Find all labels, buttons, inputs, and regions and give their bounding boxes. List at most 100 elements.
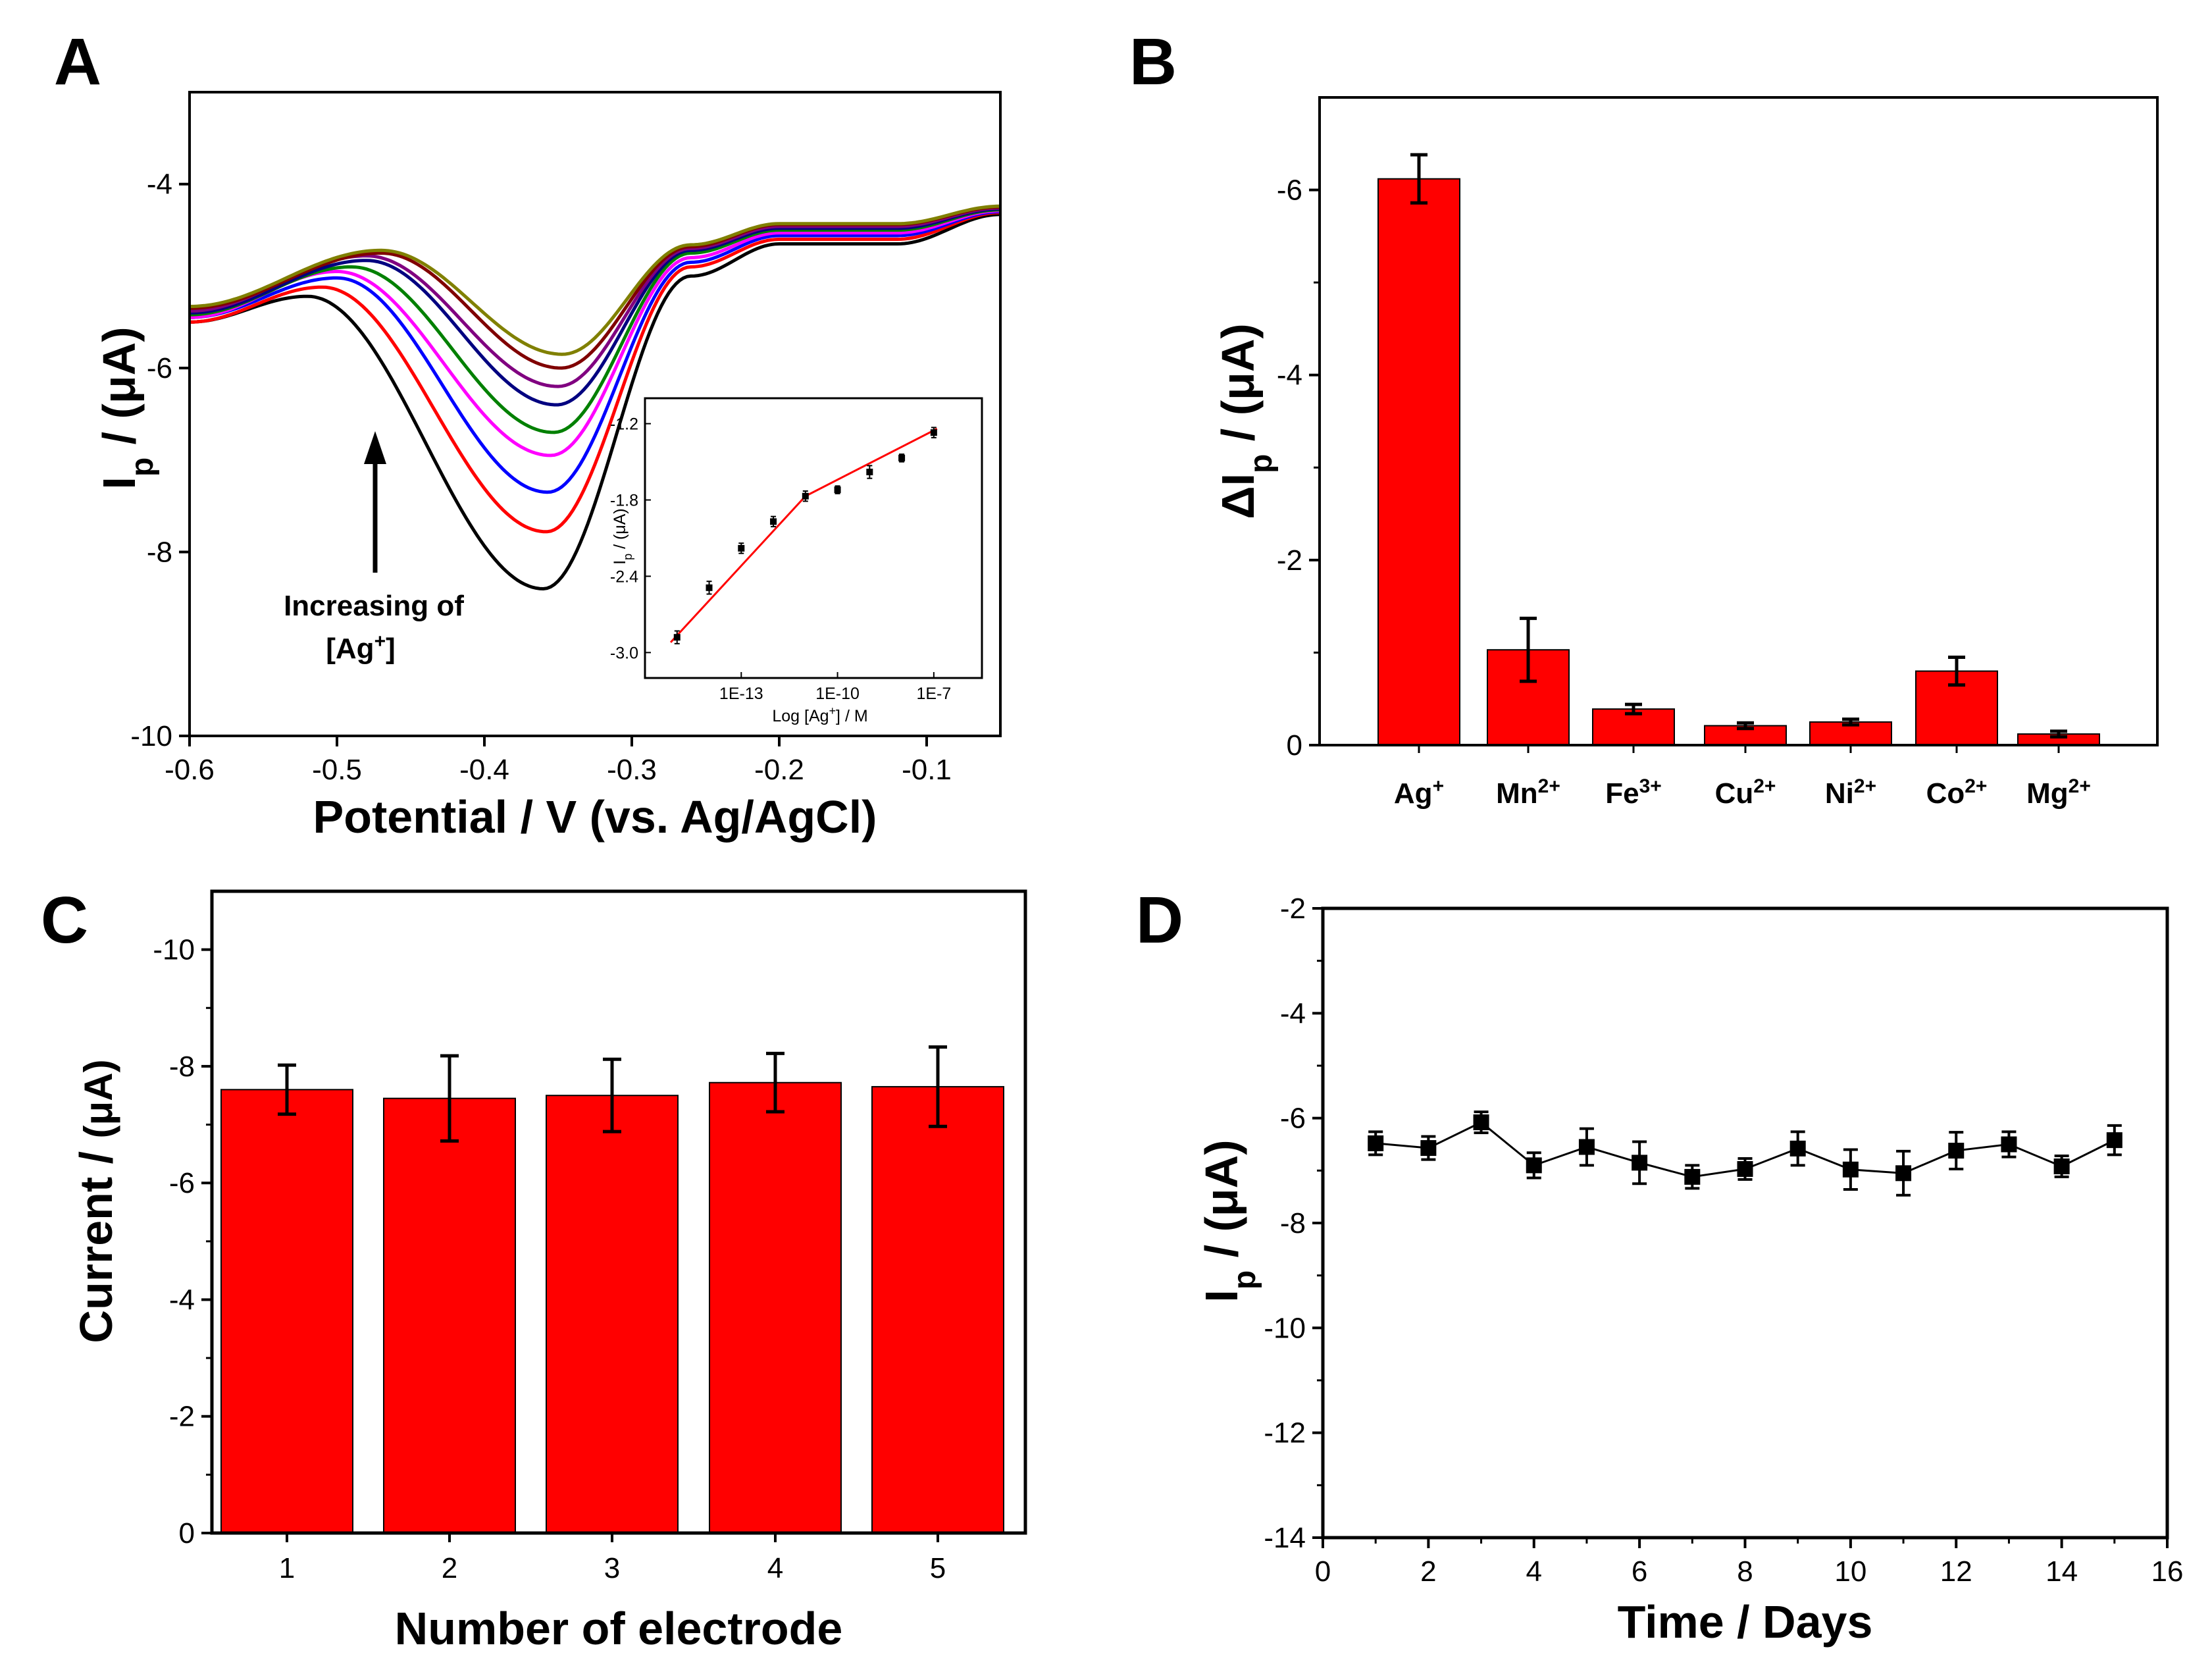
inset-point — [738, 544, 745, 552]
data-point-d — [1632, 1155, 1648, 1171]
series-line-s2 — [189, 211, 1001, 534]
category-label-ag: Ag+ — [1394, 775, 1444, 810]
y-axis-title-b: ΔIp / (μA) — [1212, 323, 1279, 519]
y-tick-label-c: -8 — [169, 1051, 195, 1083]
x-tick-label-c: 3 — [604, 1552, 620, 1584]
panel-c: C 1 2 3 4 5 0 -2 -4 -6 -8 -10 Number of electrode Cur… — [41, 883, 1027, 1654]
y-tick-label-a: -6 — [147, 352, 172, 384]
x-tick-label-a: -0.5 — [312, 754, 362, 786]
category-label-mg: Mg2+ — [2026, 775, 2091, 810]
curves-a — [189, 204, 1001, 591]
panel-a: A -0.6 -0.5 -0.4 -0.3 -0.2 -0.1 -4 -6 -8 -10 Potent… — [54, 25, 1002, 843]
inset-y-tick-label: -1.8 — [610, 492, 638, 510]
x-tick-label-c: 1 — [279, 1552, 295, 1584]
x-tick-label-d: 6 — [1632, 1555, 1647, 1588]
category-label-cu: Cu2+ — [1715, 775, 1776, 810]
category-label-ni: Ni2+ — [1825, 775, 1876, 810]
x-axis-title-c: Number of electrode — [395, 1603, 843, 1654]
panel-b: B Ag+ Mn2+ Fe3+ Cu2+ Ni2+ Co2+ Mg2+ 0 -2 -4 -6 ΔIp /… — [1129, 25, 2159, 810]
data-point-d — [1737, 1160, 1753, 1177]
x-tick-label-d: 12 — [1940, 1555, 1972, 1588]
y-tick-label-b: -4 — [1277, 359, 1302, 392]
x-tick-label-d: 4 — [1526, 1555, 1542, 1588]
series-line-s9 — [190, 204, 1001, 356]
category-label-fe: Fe3+ — [1605, 775, 1662, 810]
inset-point — [673, 634, 681, 641]
x-tick-label-d: 8 — [1737, 1555, 1753, 1588]
y-axis-title-d: Ip / (μA) — [1196, 1139, 1262, 1302]
inset-point — [930, 429, 937, 436]
panel-letter-c: C — [41, 883, 88, 957]
data-point-d — [1684, 1168, 1701, 1185]
x-tick-label-a: -0.6 — [165, 754, 215, 786]
data-point-d — [1948, 1143, 1965, 1159]
category-label-mn: Mn2+ — [1496, 775, 1560, 810]
y-tick-label-d: -14 — [1264, 1522, 1306, 1554]
inset-y-tick-label: -2.4 — [610, 567, 638, 586]
bar-electrode-3 — [546, 1095, 679, 1534]
bar-electrode-2 — [383, 1097, 516, 1534]
inset-point — [866, 469, 873, 476]
inset-point — [802, 492, 809, 500]
data-point-d — [1895, 1165, 1912, 1182]
x-tick-label-d: 10 — [1834, 1555, 1866, 1588]
x-tick-label-a: -0.1 — [902, 754, 952, 786]
series-line-s3 — [189, 210, 1001, 494]
plot-frame-b — [1318, 96, 2159, 746]
inset-point — [834, 486, 841, 494]
annotation-line-2: [Ag+] — [326, 631, 396, 665]
x-tick-label-c: 2 — [442, 1552, 457, 1584]
data-point-d — [1578, 1139, 1595, 1155]
y-tick-label-d: -2 — [1280, 893, 1306, 925]
series-line-s6 — [189, 207, 1001, 407]
x-tick-label-a: -0.4 — [459, 754, 509, 786]
y-tick-label-d: -8 — [1280, 1207, 1306, 1239]
y-tick-label-a: -4 — [147, 169, 172, 201]
data-point-d — [1526, 1157, 1542, 1174]
inset-frame — [644, 397, 983, 679]
y-tick-label-c: 0 — [179, 1517, 195, 1549]
data-point-d — [1420, 1140, 1437, 1157]
y-tick-label-d: -10 — [1264, 1312, 1306, 1344]
y-tick-label-d: -6 — [1280, 1103, 1306, 1135]
bar-electrode-5 — [871, 1085, 1004, 1534]
x-axis-title-a: Potential / V (vs. Ag/AgCl) — [313, 791, 877, 843]
inset-point — [770, 518, 777, 525]
data-point-d — [2053, 1158, 2070, 1174]
panel-d: D 0 2 4 6 8 10 12 14 16 -2 -4 -6 -8 -10 -12 -14 Time / Da… — [1136, 883, 2184, 1648]
data-point-d — [1789, 1140, 1806, 1157]
series-line-s5 — [189, 208, 1001, 434]
y-tick-label-d: -12 — [1264, 1417, 1306, 1449]
series-line-s1 — [189, 213, 1001, 591]
x-tick-label-c: 4 — [767, 1552, 783, 1584]
inset-x-tick-label: 1E-7 — [916, 685, 951, 703]
inset-point — [898, 454, 906, 461]
y-tick-label-c: -2 — [169, 1401, 195, 1433]
inset-x-title: Log [Ag+] / M — [772, 704, 867, 725]
y-tick-label-c: -10 — [153, 934, 195, 966]
panel-letter-b: B — [1129, 25, 1177, 99]
x-tick-label-d: 2 — [1420, 1555, 1436, 1588]
y-tick-label-a: -8 — [147, 536, 172, 569]
inset-x-tick-label: 1E-10 — [815, 685, 860, 703]
data-point-d — [2106, 1132, 2122, 1149]
panel-letter-a: A — [54, 25, 101, 99]
series-line-s4 — [189, 209, 1001, 457]
y-tick-label-a: -10 — [130, 720, 172, 752]
inset-a: 1E-13 1E-10 1E-7 -1.2 -1.8 -2.4 -3.0 Log [Ag+] … — [610, 397, 983, 725]
x-tick-label-d: 14 — [2045, 1555, 2078, 1588]
plot-frame-c — [210, 889, 1027, 1535]
x-tick-label-d: 0 — [1315, 1555, 1331, 1588]
y-tick-label-c: -6 — [169, 1167, 195, 1199]
bar-electrode-4 — [709, 1081, 842, 1534]
bar-ag — [1377, 178, 1460, 746]
data-point-d — [1368, 1135, 1384, 1151]
data-point-d — [1473, 1114, 1489, 1131]
x-tick-label-a: -0.2 — [754, 754, 804, 786]
inset-x-tick-label: 1E-13 — [719, 685, 763, 703]
plot-frame-a — [188, 91, 1002, 737]
y-axis-title-a: Ip / (μA) — [93, 326, 160, 489]
annotation-line-1: Increasing of — [284, 590, 464, 622]
x-axis-title-d: Time / Days — [1618, 1596, 1873, 1648]
